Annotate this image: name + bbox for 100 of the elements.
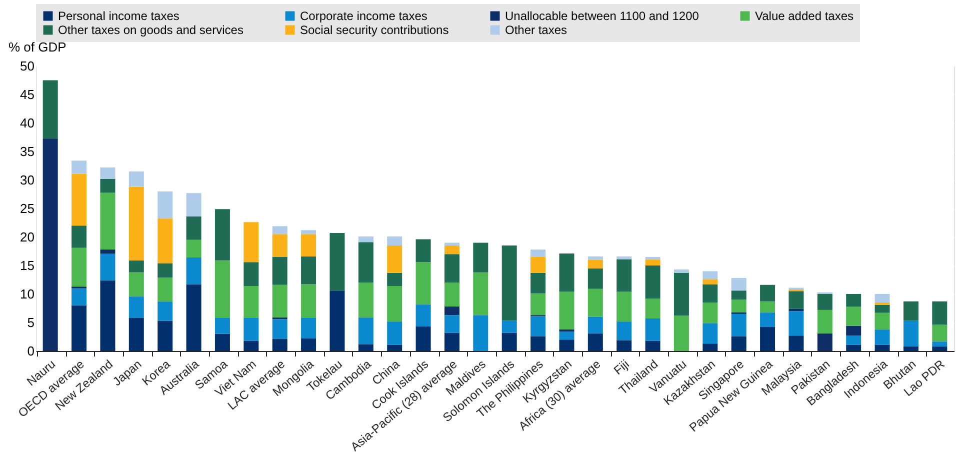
bar — [559, 254, 574, 292]
y-tick-label: 30 — [20, 172, 34, 188]
bar — [387, 272, 402, 286]
bar — [158, 191, 173, 218]
bar — [444, 242, 460, 246]
bar — [817, 310, 832, 334]
bar — [100, 192, 116, 250]
bar — [874, 329, 890, 345]
bar — [588, 333, 603, 351]
bar — [444, 306, 460, 316]
bar — [846, 306, 862, 326]
bar — [788, 291, 804, 309]
bar — [128, 186, 144, 260]
bar — [616, 259, 632, 292]
legend-label: Corporate income taxes — [300, 9, 428, 23]
legend-label: Other taxes — [505, 23, 568, 37]
bar — [903, 320, 918, 346]
bar — [186, 193, 202, 216]
bar — [272, 234, 288, 257]
bar — [760, 284, 776, 302]
y-tick-label: 50 — [20, 58, 34, 74]
bar — [530, 316, 546, 336]
bar — [932, 301, 948, 325]
bar — [932, 341, 948, 346]
bar — [502, 332, 517, 351]
bar — [674, 269, 689, 273]
bar — [559, 292, 574, 330]
bar — [158, 320, 173, 351]
bar — [444, 282, 460, 307]
bar — [301, 318, 316, 338]
bar — [214, 318, 230, 334]
bar — [100, 280, 116, 351]
bar — [530, 256, 546, 273]
legend-label: Other taxes on goods and services — [58, 23, 244, 37]
bar — [674, 272, 689, 316]
bar — [444, 246, 460, 254]
bar — [100, 254, 116, 280]
bar — [272, 339, 288, 351]
bar — [100, 167, 116, 179]
bar — [760, 327, 776, 351]
bar — [530, 293, 546, 316]
bar — [760, 301, 776, 312]
bar — [731, 336, 746, 351]
bar — [874, 312, 890, 330]
bar — [702, 271, 718, 280]
bar — [42, 80, 58, 138]
bar — [244, 286, 259, 318]
bar — [788, 311, 804, 336]
bar — [616, 321, 632, 340]
bar — [416, 262, 431, 304]
bar — [588, 316, 603, 334]
bar — [416, 326, 431, 351]
bar — [301, 256, 316, 284]
y-tick-label: 5 — [27, 315, 34, 330]
bar — [588, 288, 603, 317]
bar — [158, 263, 173, 278]
bar — [846, 326, 862, 336]
bar — [387, 321, 402, 345]
bar — [473, 315, 488, 351]
bar — [128, 296, 144, 318]
bar — [128, 171, 144, 187]
bar — [874, 294, 890, 303]
bar — [903, 346, 918, 351]
bar — [301, 230, 316, 234]
bar — [128, 272, 144, 296]
bar — [788, 336, 804, 351]
bar — [932, 346, 948, 351]
bar — [616, 292, 632, 322]
y-tick-label: 45 — [20, 87, 34, 102]
bar — [444, 332, 460, 351]
bar — [731, 278, 746, 291]
bar — [874, 304, 890, 313]
bar — [559, 340, 574, 351]
bar — [387, 246, 402, 273]
bar — [616, 340, 632, 351]
bar — [244, 222, 259, 262]
bar — [416, 304, 431, 326]
bar — [358, 344, 374, 351]
bar — [731, 314, 746, 336]
bar — [702, 279, 718, 284]
bar — [502, 320, 517, 333]
bar — [444, 254, 460, 283]
bar — [301, 234, 316, 256]
legend-label: Value added taxes — [755, 9, 854, 23]
bar — [645, 266, 660, 299]
bar — [128, 260, 144, 272]
bar — [158, 277, 173, 302]
bar — [100, 178, 116, 193]
bar — [731, 290, 746, 300]
legend-label: Unallocable between 1100 and 1200 — [505, 9, 700, 23]
bar — [244, 318, 259, 341]
bar — [645, 259, 660, 266]
bar — [330, 233, 345, 291]
y-tick-label: 15 — [20, 258, 34, 273]
bar — [186, 284, 202, 351]
bar — [932, 324, 948, 342]
bar — [72, 226, 87, 248]
bar — [72, 288, 87, 306]
bar — [272, 256, 288, 285]
bar — [674, 316, 689, 351]
